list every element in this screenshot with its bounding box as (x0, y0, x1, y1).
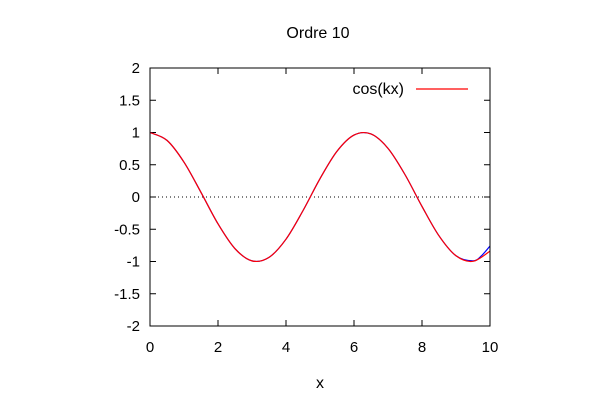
plot-frame (149, 67, 491, 327)
x-tick-label: 0 (146, 339, 154, 356)
y-tick-label: 0 (132, 189, 140, 206)
legend-label: cos(kx) (352, 81, 404, 98)
x-tick-label: 6 (350, 339, 358, 356)
x-tick-label: 4 (282, 339, 290, 356)
series-line-cos-kx (149, 131, 491, 263)
x-tick-label: 8 (418, 339, 426, 356)
y-tick-label: -2 (127, 318, 140, 335)
y-tick-label: -1 (127, 254, 140, 271)
x-tick-label: 2 (214, 339, 222, 356)
y-tick-label: -1.5 (114, 286, 140, 303)
x-tick-label: 10 (482, 339, 499, 356)
series-group (149, 131, 491, 263)
y-tick-label: 1 (132, 125, 140, 142)
legend: cos(kx) (352, 81, 468, 98)
y-tick-label: 1.5 (119, 92, 140, 109)
y-tick-label: 2 (132, 60, 140, 77)
y-tick-label: -0.5 (114, 221, 140, 238)
tick-group: 2 1.5 1 0.5 0 -0.5 -1 -1.5 -2 0 2 4 6 8 10 (114, 60, 498, 356)
y-tick-label: 0.5 (119, 157, 140, 174)
x-axis-label: x (316, 375, 324, 392)
chart-title: Ordre 10 (286, 25, 349, 42)
